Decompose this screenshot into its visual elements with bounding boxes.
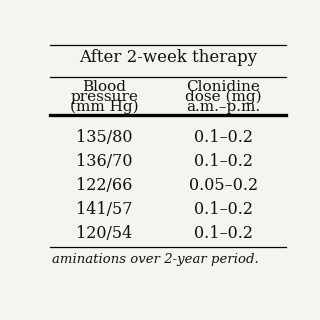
Text: Clonidine: Clonidine [187, 80, 260, 94]
Text: After 2-week therapy: After 2-week therapy [79, 50, 257, 67]
Text: aminations over 2-year period.: aminations over 2-year period. [52, 253, 259, 266]
Text: 0.1–0.2: 0.1–0.2 [194, 129, 253, 146]
Text: dose (mg): dose (mg) [185, 90, 262, 104]
Text: 0.1–0.2: 0.1–0.2 [194, 225, 253, 242]
Text: a.m.–p.m.: a.m.–p.m. [187, 100, 260, 114]
Text: 0.1–0.2: 0.1–0.2 [194, 153, 253, 170]
Text: 122/66: 122/66 [76, 177, 133, 194]
Text: 120/54: 120/54 [76, 225, 132, 242]
Text: (mm Hg): (mm Hg) [70, 100, 139, 114]
Text: 141/57: 141/57 [76, 201, 133, 218]
Text: 136/70: 136/70 [76, 153, 133, 170]
Text: 0.05–0.2: 0.05–0.2 [189, 177, 258, 194]
Text: Blood: Blood [83, 80, 126, 94]
Text: 135/80: 135/80 [76, 129, 133, 146]
Text: pressure: pressure [70, 90, 139, 104]
Text: 0.1–0.2: 0.1–0.2 [194, 201, 253, 218]
